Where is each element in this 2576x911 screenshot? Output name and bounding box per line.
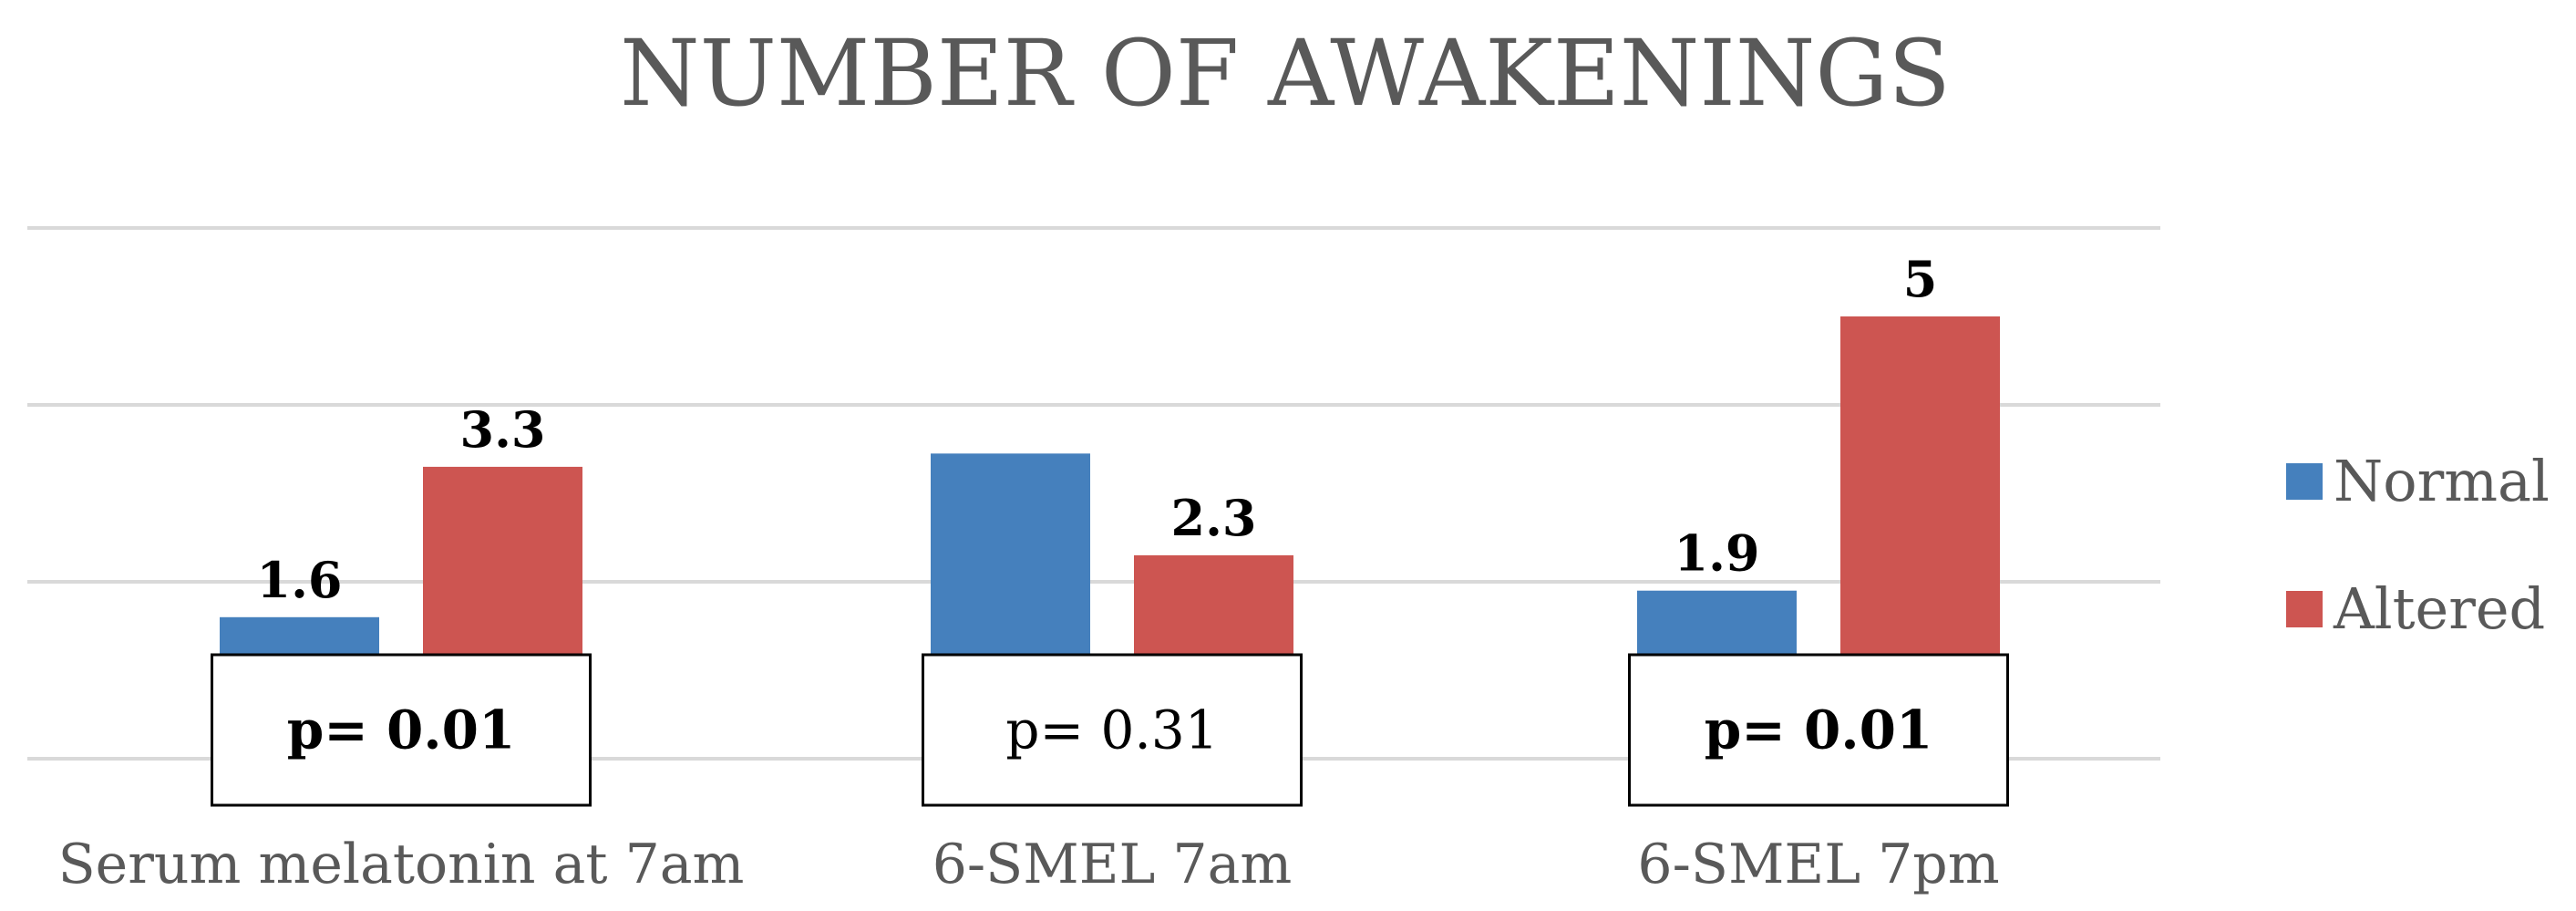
data-label-altered-0: 3.3	[460, 400, 546, 459]
p-value-box-2	[1628, 653, 2009, 807]
chart-title: NUMBER OF AWAKENINGS	[620, 20, 1951, 127]
legend-swatch-altered	[2286, 591, 2323, 627]
p-value-text-0: p= 0.01	[287, 699, 516, 761]
category-label-0: Serum melatonin at 7am	[58, 833, 745, 896]
p-value-text-1: p= 0.31	[1005, 699, 1218, 761]
data-label-normal-0: 1.6	[257, 551, 343, 609]
category-axis-labels: Serum melatonin at 7am 6-SMEL 7am 6-SMEL 7…	[58, 833, 2000, 896]
legend-label-normal: Normal	[2334, 448, 2550, 514]
category-label-2: 6-SMEL 7pm	[1637, 833, 1999, 896]
p-value-box-0	[211, 653, 592, 807]
p-value-box-1	[922, 653, 1303, 807]
p-value-text-2: p= 0.01	[1705, 699, 1933, 761]
p-value-annotations: p= 0.01 p= 0.31 p= 0.01	[211, 653, 2009, 807]
legend-label-altered: Altered	[2333, 575, 2545, 642]
data-label-normal-2: 1.9	[1674, 524, 1760, 583]
legend-swatch-normal	[2286, 463, 2323, 500]
legend: Normal Altered	[2286, 448, 2550, 642]
category-label-1: 6-SMEL 7am	[933, 833, 1293, 896]
data-label-altered-2: 5	[1903, 250, 1938, 308]
data-labels: 1.6 3.3 2.3 1.9 5	[257, 250, 1938, 609]
data-label-altered-1: 2.3	[1171, 489, 1257, 547]
